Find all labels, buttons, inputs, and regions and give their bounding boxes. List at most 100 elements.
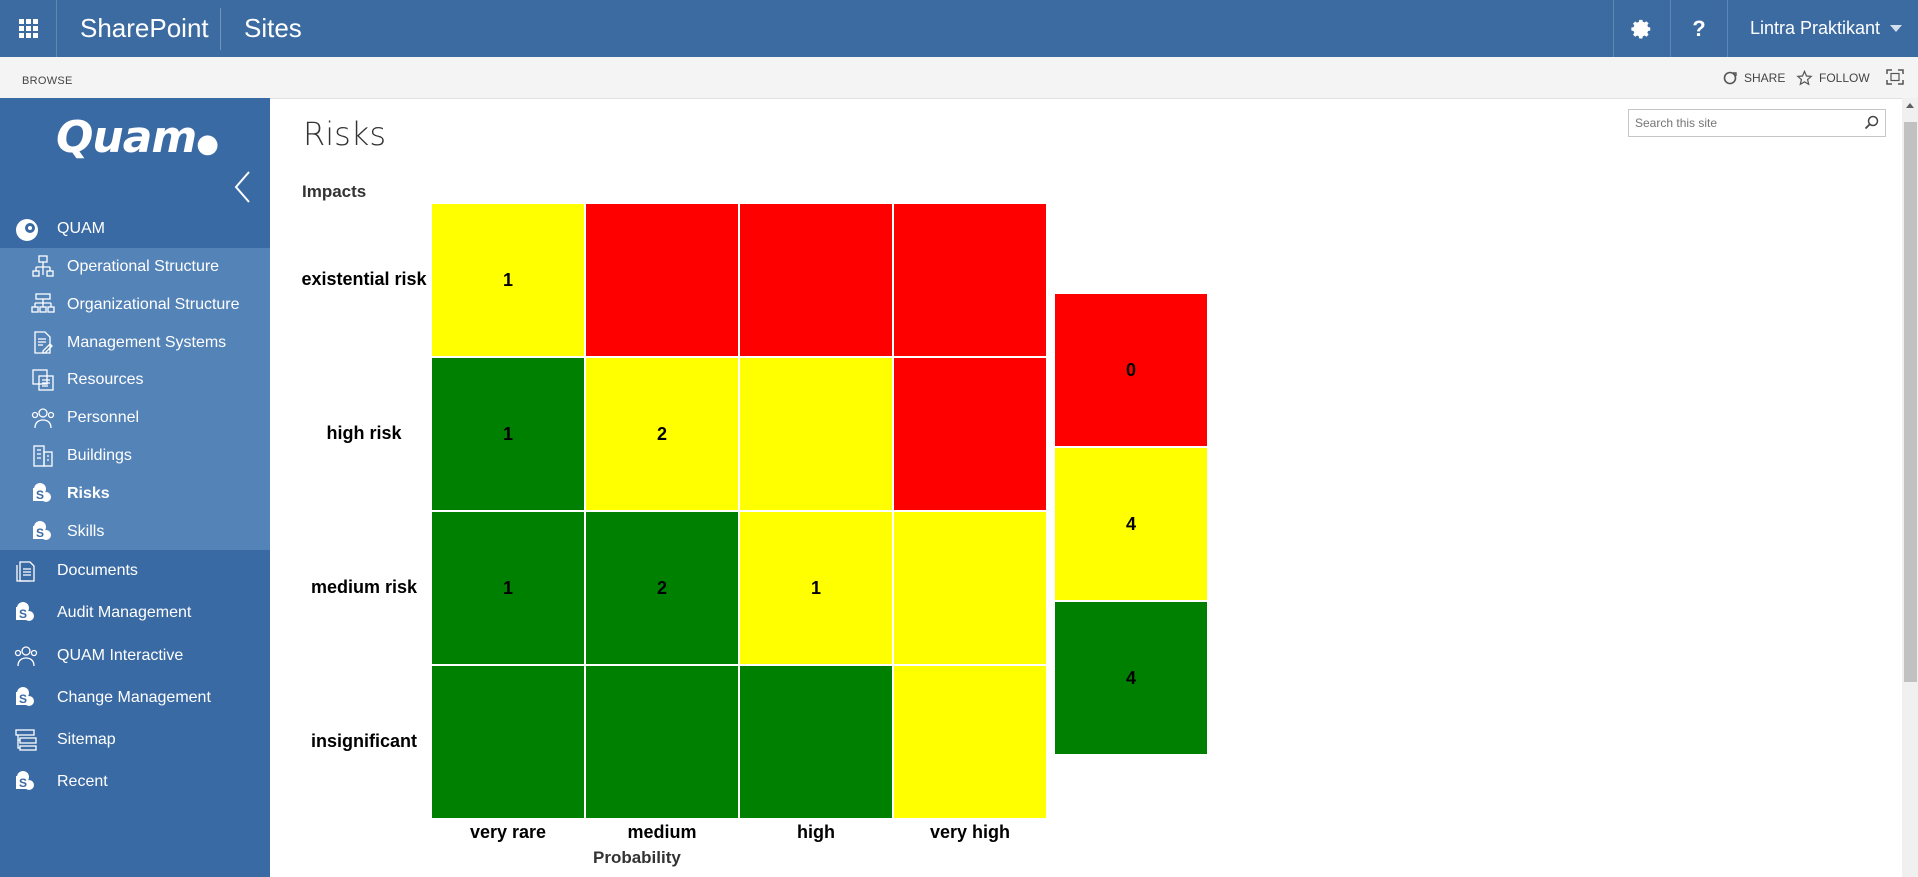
impact-row-label: existential risk <box>301 269 427 289</box>
sharepoint-brand-link[interactable]: SharePoint <box>80 13 209 43</box>
sidebar-item-documents[interactable]: Documents <box>0 553 270 589</box>
settings-gear-icon[interactable] <box>1613 0 1670 57</box>
sidebar-item-buildings[interactable]: Buildings <box>0 438 270 474</box>
sidebar-item-label: Change Management <box>57 689 211 706</box>
risk-matrix-cell[interactable] <box>740 204 892 356</box>
risk-matrix-cell[interactable] <box>894 512 1046 664</box>
sidebar-item-label: Skills <box>67 522 105 540</box>
sidebar-item-resources[interactable]: Resources <box>0 362 270 398</box>
site-search-box[interactable] <box>1628 109 1886 137</box>
documents-icon <box>14 559 38 583</box>
risk-matrix-cell[interactable]: 1 <box>432 204 584 356</box>
org-chart-icon <box>31 293 55 317</box>
sharepoint-icon: S <box>31 482 55 506</box>
nav-item-quam[interactable]: QUAM <box>0 210 270 248</box>
sidebar-item-label: Resources <box>67 371 144 389</box>
star-icon <box>1796 70 1813 86</box>
people-icon <box>14 644 38 668</box>
probability-axis-title: Probability <box>593 848 681 867</box>
search-input[interactable] <box>1633 110 1857 136</box>
svg-text:S: S <box>19 776 27 790</box>
impact-row-label: high risk <box>326 423 402 443</box>
risk-matrix-cell[interactable] <box>740 358 892 510</box>
sidebar-item-operational-structure[interactable]: Operational Structure <box>0 249 270 285</box>
risk-matrix-cell[interactable]: 1 <box>740 512 892 664</box>
sidebar-item-organizational-structure[interactable]: Organizational Structure <box>0 287 270 323</box>
sharepoint-icon: S <box>14 770 38 794</box>
probability-column-label: medium <box>627 822 697 842</box>
sidebar-item-risks[interactable]: S Risks <box>0 476 270 512</box>
impact-row-label: medium risk <box>310 577 418 597</box>
sidebar-item-label: Risks <box>67 484 110 502</box>
nav-item-label: QUAM <box>57 220 105 237</box>
sidebar-item-label: Recent <box>57 773 108 790</box>
sidebar-item-sitemap[interactable]: Sitemap <box>0 722 270 758</box>
sidebar-item-audit-management[interactable]: S Audit Management <box>0 595 270 631</box>
impacts-axis-title: Impacts <box>302 182 367 201</box>
sidebar-item-management-systems[interactable]: Management Systems <box>0 325 270 361</box>
risk-matrix-cell[interactable]: 1 <box>432 358 584 510</box>
sharepoint-icon: S <box>14 686 38 710</box>
scrollbar-thumb[interactable] <box>1904 122 1917 682</box>
sidebar-item-change-management[interactable]: S Change Management <box>0 680 270 716</box>
svg-text:S: S <box>19 692 27 706</box>
suite-bar-divider <box>220 8 221 50</box>
flowchart-icon <box>31 255 55 279</box>
quam-logo-icon <box>16 219 38 241</box>
follow-label: FOLLOW <box>1819 71 1870 85</box>
sidebar-item-label: Buildings <box>67 447 132 464</box>
risk-matrix-cell[interactable]: 1 <box>432 512 584 664</box>
document-edit-icon <box>31 330 55 355</box>
risk-summary-cell[interactable]: 4 <box>1055 602 1207 754</box>
app-launcher-icon[interactable] <box>0 0 57 57</box>
sidebar-item-recent[interactable]: S Recent <box>0 764 270 800</box>
svg-text:S: S <box>36 488 44 502</box>
risk-matrix-cell[interactable] <box>894 358 1046 510</box>
risk-summary-cell[interactable]: 4 <box>1055 448 1207 600</box>
risk-matrix-cell[interactable] <box>740 666 892 818</box>
sidebar-item-label: Management Systems <box>67 333 227 351</box>
search-icon[interactable] <box>1864 115 1879 130</box>
sidebar-item-label: Personnel <box>67 409 140 427</box>
risk-matrix-cell[interactable] <box>432 666 584 818</box>
help-icon[interactable]: ? <box>1670 0 1728 57</box>
share-label: SHARE <box>1744 71 1786 85</box>
scroll-up-arrow-icon[interactable] <box>1906 103 1914 108</box>
user-menu-caret-icon[interactable] <box>1890 25 1902 32</box>
risk-matrix-cell[interactable] <box>894 666 1046 818</box>
impact-row-label: insignificant <box>310 731 417 751</box>
follow-button[interactable]: FOLLOW <box>1796 70 1870 86</box>
page-title: Risks <box>303 115 386 153</box>
risk-matrix-cell[interactable] <box>586 204 738 356</box>
user-menu[interactable]: Lintra Praktikant <box>1750 18 1881 38</box>
sidebar-item-label: QUAM Interactive <box>57 647 184 664</box>
sidebar-item-quam-interactive[interactable]: QUAM Interactive <box>0 638 270 674</box>
share-button[interactable]: SHARE <box>1722 70 1785 86</box>
sidebar-item-label: Operational Structure <box>67 258 220 275</box>
risk-matrix-cell[interactable]: 2 <box>586 358 738 510</box>
collapse-nav-chevron-left-icon[interactable] <box>233 170 251 204</box>
sidebar-item-label: Sitemap <box>57 731 116 748</box>
svg-text:S: S <box>19 607 27 621</box>
sidebar-item-label: Documents <box>57 562 138 579</box>
people-icon <box>31 406 55 430</box>
sidebar-item-label: Audit Management <box>57 604 192 621</box>
risk-matrix-cell[interactable] <box>894 204 1046 356</box>
risk-summary-cell[interactable]: 0 <box>1055 294 1207 446</box>
sidebar-item-personnel[interactable]: Personnel <box>0 400 270 436</box>
probability-column-label: very high <box>929 822 1011 842</box>
resources-icon <box>31 368 55 392</box>
risk-matrix-cell[interactable]: 2 <box>586 512 738 664</box>
svg-text:S: S <box>36 526 44 540</box>
risk-matrix-cell[interactable] <box>586 666 738 818</box>
suite-bar: SharePoint Sites ? Lintra Praktikant <box>0 0 1918 57</box>
quam-logo[interactable]: Quam● <box>56 112 219 163</box>
sites-link[interactable]: Sites <box>244 13 302 43</box>
quam-subnavigation: Operational Structure Organizational Stru… <box>0 248 270 550</box>
focus-on-content-icon[interactable] <box>1886 69 1904 85</box>
ribbon-bar: BROWSE SHARE FOLLOW <box>0 57 1918 99</box>
sidebar-item-label: Organizational Structure <box>67 295 240 313</box>
sidebar-item-skills[interactable]: S Skills <box>0 514 270 550</box>
browse-tab[interactable]: BROWSE <box>22 75 73 87</box>
probability-column-label: high <box>797 822 835 842</box>
